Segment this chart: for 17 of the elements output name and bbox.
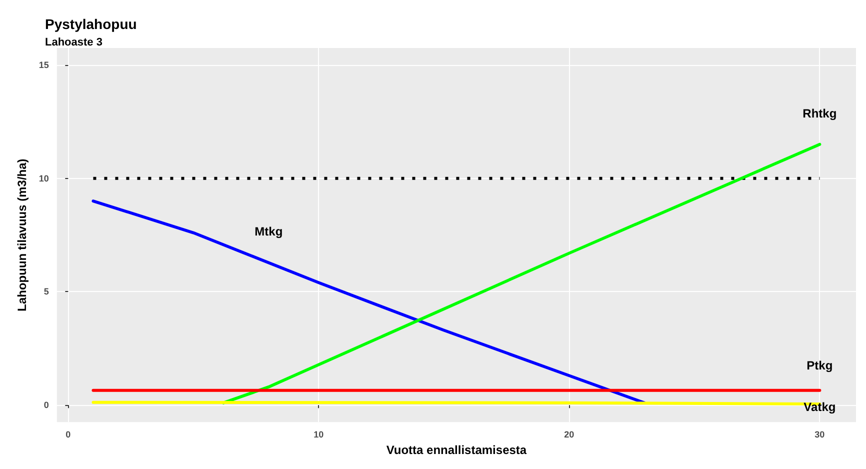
y-axis-title: Lahopuun tilavuus (m3/ha) [15,158,29,312]
x-tick-label: 20 [564,430,574,440]
series-label: Vatkg [804,400,836,414]
y-tick-label: 5 [44,286,49,297]
text: Rhtkg [802,106,837,120]
x-axis-title: Vuotta ennallistamisesta [386,443,527,457]
chart-subtitle: Lahoaste 3 [45,36,102,48]
y-tick-label: 0 [44,400,49,410]
x-tick-label: 10 [314,430,324,440]
series-label: Mtkg [254,224,283,239]
y-tick-label: 15 [38,60,49,70]
x-tick-label: 0 [66,430,71,440]
x-tick-label: 30 [814,430,825,440]
series-label: Ptkg [806,358,833,372]
y-tick-label: 10 [38,173,49,184]
line-series [92,200,646,404]
chart-title: Pystylahopuu [45,16,137,32]
